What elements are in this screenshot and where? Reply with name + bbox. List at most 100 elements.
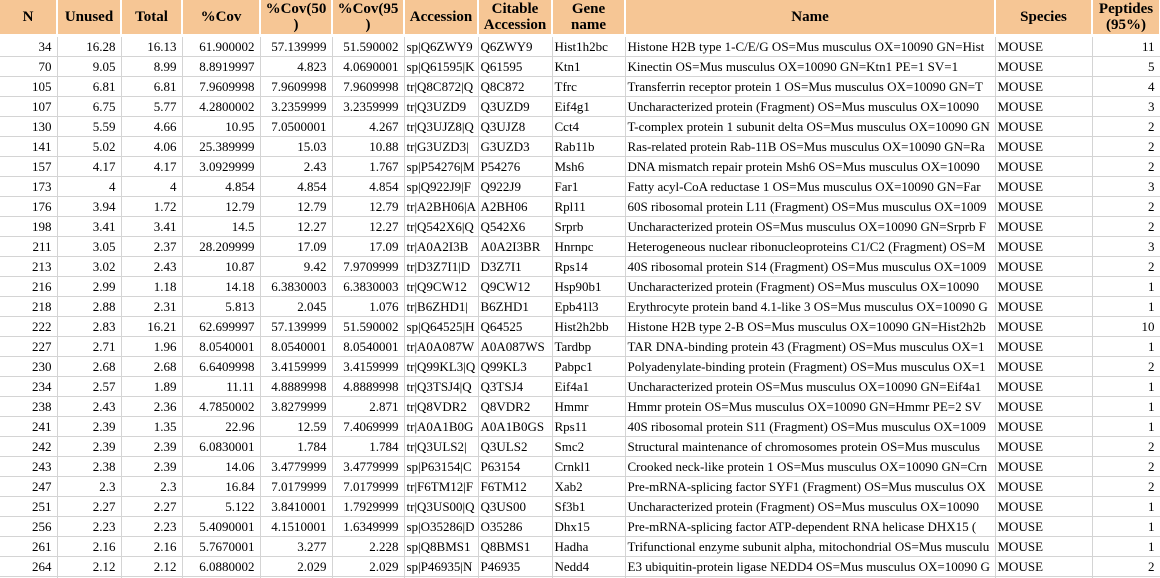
cell-cov95[interactable]: 3.2359999	[332, 96, 405, 117]
cell-name[interactable]: TAR DNA-binding protein 43 (Fragment) OS…	[625, 336, 996, 357]
cell-name[interactable]: T-complex protein 1 subunit delta OS=Mus…	[625, 116, 996, 137]
cell-total[interactable]: 4.06	[121, 136, 183, 157]
cell-citable[interactable]: Q3US00	[478, 496, 553, 517]
cell-total[interactable]: 2.31	[121, 296, 183, 317]
cell-species[interactable]: MOUSE	[995, 176, 1093, 197]
cell-unused[interactable]: 4.17	[57, 156, 122, 177]
cell-accession[interactable]: tr|A0A1B0G	[404, 416, 479, 437]
cell-total[interactable]: 2.36	[121, 396, 183, 417]
cell-species[interactable]: MOUSE	[995, 56, 1093, 77]
cell-cov[interactable]: 61.900002	[182, 35, 261, 57]
cell-peptides[interactable]: 2	[1092, 156, 1160, 177]
cell-accession[interactable]: sp|Q64525|H	[404, 316, 479, 337]
cell-unused[interactable]: 2.3	[57, 476, 122, 497]
cell-empty[interactable]	[478, 576, 553, 578]
cell-cov95[interactable]: 51.590002	[332, 35, 405, 57]
cell-name[interactable]: Transferrin receptor protein 1 OS=Mus mu…	[625, 76, 996, 97]
cell-gene[interactable]: Tardbp	[552, 336, 626, 357]
cell-cov[interactable]: 22.96	[182, 416, 261, 437]
cell-cov95[interactable]: 6.3830003	[332, 276, 405, 297]
column-header-unused[interactable]: Unused	[57, 0, 122, 37]
cell-total[interactable]: 2.16	[121, 536, 183, 557]
cell-peptides[interactable]: 1	[1092, 536, 1160, 557]
column-header-accession[interactable]: Accession	[404, 0, 479, 37]
cell-peptides[interactable]: 2	[1092, 556, 1160, 577]
cell-gene[interactable]: Rps14	[552, 256, 626, 277]
cell-accession[interactable]: sp|Q61595|K	[404, 56, 479, 77]
cell-peptides[interactable]: 2	[1092, 136, 1160, 157]
cell-cov[interactable]: 14.5	[182, 216, 261, 237]
cell-cov95[interactable]: 1.6349999	[332, 516, 405, 537]
cell-unused[interactable]: 3.94	[57, 196, 122, 217]
cell-unused[interactable]: 9.05	[57, 56, 122, 77]
cell-citable[interactable]: Q3UJZ8	[478, 116, 553, 137]
cell-n[interactable]: 241	[0, 416, 58, 437]
cell-cov50[interactable]: 2.045	[260, 296, 333, 317]
cell-cov95[interactable]: 7.9609998	[332, 76, 405, 97]
cell-unused[interactable]: 5.59	[57, 116, 122, 137]
cell-unused[interactable]: 2.12	[57, 556, 122, 577]
cell-citable[interactable]: Q3UZD9	[478, 96, 553, 117]
cell-citable[interactable]: B6ZHD1	[478, 296, 553, 317]
cell-cov[interactable]: 14.06	[182, 456, 261, 477]
cell-cov[interactable]: 8.8919997	[182, 56, 261, 77]
cell-n[interactable]: 173	[0, 176, 58, 197]
cell-n[interactable]: 238	[0, 396, 58, 417]
cell-accession[interactable]: sp|O35286|D	[404, 516, 479, 537]
cell-cov95[interactable]: 10.88	[332, 136, 405, 157]
cell-empty[interactable]	[0, 576, 58, 578]
cell-unused[interactable]: 2.68	[57, 356, 122, 377]
cell-peptides[interactable]: 1	[1092, 296, 1160, 317]
cell-n[interactable]: 107	[0, 96, 58, 117]
cell-unused[interactable]: 2.57	[57, 376, 122, 397]
cell-species[interactable]: MOUSE	[995, 96, 1093, 117]
cell-empty[interactable]	[182, 576, 261, 578]
cell-name[interactable]: Uncharacterized protein (Fragment) OS=Mu…	[625, 96, 996, 117]
cell-empty[interactable]	[57, 576, 122, 578]
cell-peptides[interactable]: 2	[1092, 436, 1160, 457]
cell-name[interactable]: DNA mismatch repair protein Msh6 OS=Mus …	[625, 156, 996, 177]
cell-total[interactable]: 4	[121, 176, 183, 197]
cell-gene[interactable]: Far1	[552, 176, 626, 197]
cell-peptides[interactable]: 2	[1092, 256, 1160, 277]
cell-citable[interactable]: A0A2I3BR	[478, 236, 553, 257]
cell-peptides[interactable]: 1	[1092, 276, 1160, 297]
cell-citable[interactable]: F6TM12	[478, 476, 553, 497]
cell-total[interactable]: 1.18	[121, 276, 183, 297]
cell-cov50[interactable]: 57.139999	[260, 316, 333, 337]
cell-total[interactable]: 6.81	[121, 76, 183, 97]
cell-accession[interactable]: tr|D3Z7I1|D	[404, 256, 479, 277]
column-header-n[interactable]: N	[0, 0, 58, 37]
column-header-species[interactable]: Species	[995, 0, 1093, 37]
cell-citable[interactable]: Q542X6	[478, 216, 553, 237]
cell-citable[interactable]: A0A1B0GS	[478, 416, 553, 437]
cell-name[interactable]: Heterogeneous nuclear ribonucleoproteins…	[625, 236, 996, 257]
cell-accession[interactable]: tr|Q9CW12	[404, 276, 479, 297]
cell-peptides[interactable]: 2	[1092, 476, 1160, 497]
cell-n[interactable]: 211	[0, 236, 58, 257]
cell-accession[interactable]: tr|A0A087W	[404, 336, 479, 357]
cell-name[interactable]: Fatty acyl-CoA reductase 1 OS=Mus muscul…	[625, 176, 996, 197]
cell-empty[interactable]	[332, 576, 405, 578]
cell-accession[interactable]: tr|G3UZD3|	[404, 136, 479, 157]
cell-cov50[interactable]: 7.0179999	[260, 476, 333, 497]
cell-n[interactable]: 251	[0, 496, 58, 517]
cell-citable[interactable]: A2BH06	[478, 196, 553, 217]
cell-cov95[interactable]: 4.267	[332, 116, 405, 137]
cell-cov95[interactable]: 12.27	[332, 216, 405, 237]
cell-name[interactable]: Histone H2B type 2-B OS=Mus musculus OX=…	[625, 316, 996, 337]
cell-n[interactable]: 213	[0, 256, 58, 277]
cell-unused[interactable]: 6.81	[57, 76, 122, 97]
cell-empty[interactable]	[552, 576, 626, 578]
column-header-cov[interactable]: %Cov	[182, 0, 261, 37]
cell-gene[interactable]: Eif4a1	[552, 376, 626, 397]
cell-total[interactable]: 1.35	[121, 416, 183, 437]
cell-cov50[interactable]: 3.2359999	[260, 96, 333, 117]
cell-accession[interactable]: tr|Q3UJZ8|Q	[404, 116, 479, 137]
cell-gene[interactable]: Crnkl1	[552, 456, 626, 477]
cell-gene[interactable]: Hist1h2bc	[552, 35, 626, 57]
cell-n[interactable]: 242	[0, 436, 58, 457]
cell-peptides[interactable]: 1	[1092, 336, 1160, 357]
cell-cov50[interactable]: 3.277	[260, 536, 333, 557]
cell-gene[interactable]: Tfrc	[552, 76, 626, 97]
